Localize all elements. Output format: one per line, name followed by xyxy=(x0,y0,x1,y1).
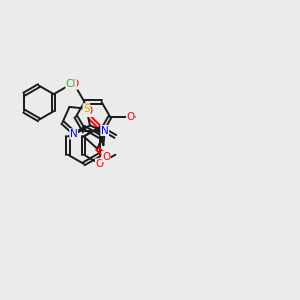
Text: O: O xyxy=(102,152,110,162)
Text: N: N xyxy=(70,129,78,139)
Text: O: O xyxy=(70,79,78,89)
Text: O: O xyxy=(85,106,93,116)
Text: O: O xyxy=(127,112,135,122)
Text: O: O xyxy=(95,159,104,169)
Text: S: S xyxy=(83,104,90,114)
Text: N: N xyxy=(101,125,109,136)
Text: Cl: Cl xyxy=(66,79,76,89)
